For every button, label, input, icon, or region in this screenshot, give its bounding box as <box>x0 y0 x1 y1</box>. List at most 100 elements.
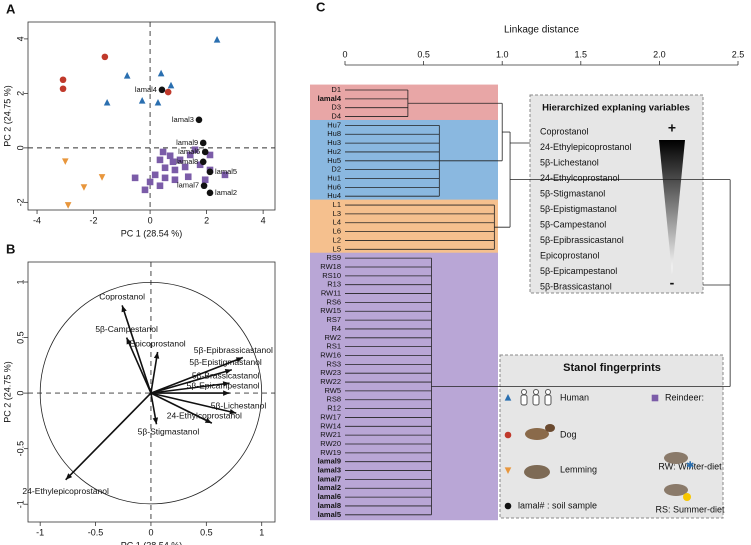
point-label: lamal9 <box>176 138 198 147</box>
x-axis-label: PC 1 (28.54 %) <box>121 228 183 238</box>
variable-item: 24-Ethylcoprostanol <box>540 173 620 183</box>
x-tick-label: -1 <box>36 527 44 537</box>
variable-item: 5β-Epicampestanol <box>540 266 617 276</box>
leaf-label: RW11 <box>321 289 341 298</box>
leaf-label: RW17 <box>320 412 341 421</box>
variable-item: Coprostanol <box>540 126 589 136</box>
leaf-label: D4 <box>331 112 341 121</box>
leaf-label: Hu5 <box>327 156 341 165</box>
x-axis-label: Linkage distance <box>504 25 579 36</box>
leaf-label: RW23 <box>320 368 341 377</box>
cluster-box <box>310 199 498 255</box>
variable-item: 5β-Epistigmastanol <box>540 204 617 214</box>
point <box>159 148 167 156</box>
leaf-label: RW16 <box>320 350 341 359</box>
vector-label: 5β-Stigmastanol <box>138 426 200 436</box>
leaf-label: lamal5 <box>318 510 341 519</box>
legend-label: Reindeer: <box>665 392 704 402</box>
leaf-label: lamal8 <box>318 501 341 510</box>
point-label: lamal2 <box>215 188 237 197</box>
y-tick-label: 0 <box>15 391 25 396</box>
variable-item: 5β-Campestanol <box>540 219 606 229</box>
point <box>156 156 164 164</box>
arrow-head <box>153 352 160 359</box>
variable-item: 5β-Brassicastanol <box>540 281 612 291</box>
point <box>154 98 162 106</box>
leaf-label: Hu2 <box>327 147 341 156</box>
vector-label: Epicoprostanol <box>129 338 185 348</box>
point <box>184 173 192 181</box>
leaf-label: L6 <box>333 227 341 236</box>
point-label: lamal4 <box>135 85 157 94</box>
point <box>213 36 221 43</box>
point-label: lamal8 <box>176 157 198 166</box>
leaf-label: lamal6 <box>318 492 341 501</box>
point <box>141 186 149 194</box>
vector-label: 24-Ethylcoprostanol <box>167 410 242 420</box>
point-label: lamal3 <box>172 115 194 124</box>
legend-marker <box>504 394 512 401</box>
leaf-label: D2 <box>331 165 341 174</box>
variable-item: 24-Ethylepicoprostanol <box>540 142 632 152</box>
y-tick-label: 4 <box>15 36 25 41</box>
variable-item: 5β-Epibrassicastanol <box>540 235 624 245</box>
arrow-head <box>65 473 73 480</box>
point <box>62 158 69 165</box>
arrow-head <box>223 390 230 396</box>
point <box>199 139 207 147</box>
point <box>206 168 214 176</box>
leaf-label: D3 <box>331 103 341 112</box>
leaf-label: RW5 <box>324 386 341 395</box>
leaf-label: L4 <box>333 218 341 227</box>
leaf-label: Hu6 <box>327 182 341 191</box>
vector <box>150 351 159 394</box>
point <box>200 182 208 190</box>
arrow-head <box>121 305 127 313</box>
point-label: lamal7 <box>177 181 199 190</box>
arrow-head <box>229 408 237 415</box>
point <box>167 81 175 89</box>
y-axis-label: PC 2 (24.75 %) <box>2 85 12 147</box>
vector-label: 24-Ethylepicoprostanol <box>22 486 109 496</box>
leaf-label: RS9 <box>326 253 341 262</box>
vector <box>150 392 237 414</box>
leaf-label: L3 <box>333 209 341 218</box>
x-tick-label: 1.0 <box>496 49 509 59</box>
leaf-label: R4 <box>331 324 341 333</box>
arrow-head <box>152 417 159 425</box>
leaf-label: RW18 <box>320 262 341 271</box>
point <box>206 189 214 197</box>
x-tick-label: 0 <box>342 49 347 59</box>
point <box>171 166 179 174</box>
x-tick-label: -0.5 <box>88 527 104 537</box>
vector <box>65 392 152 481</box>
plot-frame <box>27 21 276 211</box>
y-tick-label: 0.5 <box>15 331 25 344</box>
gradient-triangle <box>659 140 685 274</box>
y-axis-label: PC 2 (24.75 %) <box>2 361 12 423</box>
leaf-label: Hu4 <box>327 191 341 200</box>
leaf-label: RS6 <box>326 297 341 306</box>
leaf-label: L2 <box>333 235 341 244</box>
point <box>131 174 139 182</box>
leaf-label: lamal4 <box>318 94 342 103</box>
legend-note: RW: Winter-diet <box>658 461 722 471</box>
correlation-circle <box>39 281 263 505</box>
point <box>191 146 199 154</box>
leaf-label: RW19 <box>320 448 341 457</box>
leaf-label: RS1 <box>326 342 341 351</box>
leaf-label: RW2 <box>324 333 341 342</box>
plus: + <box>668 120 676 136</box>
legend-label: Dog <box>560 429 577 439</box>
x-tick-label: 0.5 <box>200 527 213 537</box>
point <box>186 151 194 159</box>
leaf-label: lamal3 <box>318 466 341 475</box>
point <box>176 156 184 164</box>
panel-label: C <box>316 0 326 14</box>
legend-marker <box>504 467 512 474</box>
y-tick-label: 1 <box>15 279 25 284</box>
arrow-head <box>126 337 132 345</box>
legend-marker <box>504 431 512 439</box>
variable-item: 5β-Lichestanol <box>540 157 599 167</box>
x-tick-label: 2.0 <box>653 49 666 59</box>
